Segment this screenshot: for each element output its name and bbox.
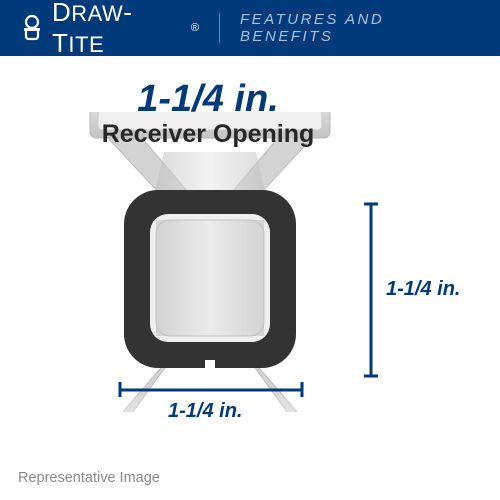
- brand-text-d: D: [52, 0, 71, 27]
- title-subtitle: Receiver Opening: [98, 120, 318, 149]
- brand-text-hyphen: -: [123, 0, 132, 27]
- dim-horiz-line-icon: [112, 379, 312, 401]
- brand-wordmark: DRAW- TITE: [52, 0, 183, 59]
- figure-area: 1-1/4 in. Receiver Opening 1-1/4 in. 1-1…: [0, 56, 500, 456]
- dim-horiz-label: 1-1/4 in.: [168, 400, 242, 423]
- header-tagline: FEATURES AND BENEFITS: [240, 11, 482, 45]
- dim-vert-label: 1-1/4 in.: [386, 278, 460, 301]
- title-dimension: 1-1/4 in.: [98, 80, 318, 118]
- receiver-tube: [124, 152, 296, 370]
- dimension-vertical: 1-1/4 in.: [362, 196, 482, 386]
- brand-logo: DRAW- TITE ®: [18, 0, 199, 59]
- brand-text-raw: RAW: [71, 1, 123, 26]
- receiver-diagram: [60, 112, 360, 412]
- header-bar: DRAW- TITE ® FEATURES AND BENEFITS: [0, 0, 500, 56]
- footer-note: Representative Image: [18, 470, 160, 486]
- brand-text-ite: ITE: [68, 32, 104, 57]
- header-divider: [219, 13, 220, 43]
- dim-vert-line-icon: [362, 196, 386, 386]
- title-block: 1-1/4 in. Receiver Opening: [98, 80, 318, 149]
- brand-text-t: T: [52, 28, 68, 58]
- registered-mark: ®: [191, 22, 199, 34]
- dimension-horizontal: 1-1/4 in.: [112, 379, 312, 439]
- hitch-ball-icon: [18, 14, 46, 42]
